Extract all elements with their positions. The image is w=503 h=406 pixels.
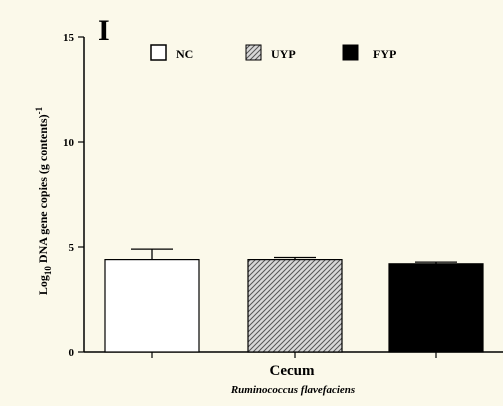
bar-fyp <box>388 263 484 353</box>
y-axis-title-subscript: 10 <box>43 266 53 276</box>
legend: NC UYP FYP <box>150 44 396 61</box>
y-axis-title-prefix: Log <box>36 275 50 295</box>
legend-swatch-fyp <box>342 44 359 61</box>
bar-uyp <box>247 259 343 353</box>
y-axis-title-main: DNA gene copies (g contents) <box>36 114 50 266</box>
y-axis-ticks: 0 5 10 15 <box>63 32 84 359</box>
legend-label-uyp: UYP <box>271 47 296 61</box>
y-tick-label: 5 <box>69 242 75 254</box>
x-axis-label: Cecum <box>270 363 315 379</box>
legend-swatch-nc <box>150 44 167 61</box>
y-axis-title: Log10 DNA gene copies (g contents)-1 <box>34 106 53 295</box>
chart-caption: Ruminococcus flavefaciens <box>230 384 355 396</box>
legend-swatch-uyp <box>245 44 262 61</box>
bars <box>104 248 484 353</box>
y-tick-label: 10 <box>63 137 75 149</box>
y-tick-label: 0 <box>69 347 75 359</box>
panel-label: I <box>98 14 110 47</box>
y-tick-label: 15 <box>63 32 75 44</box>
bar-nc <box>104 259 200 353</box>
y-axis-title-superscript: -1 <box>34 106 44 114</box>
legend-label-nc: NC <box>176 47 193 61</box>
legend-label-fyp: FYP <box>373 47 396 61</box>
